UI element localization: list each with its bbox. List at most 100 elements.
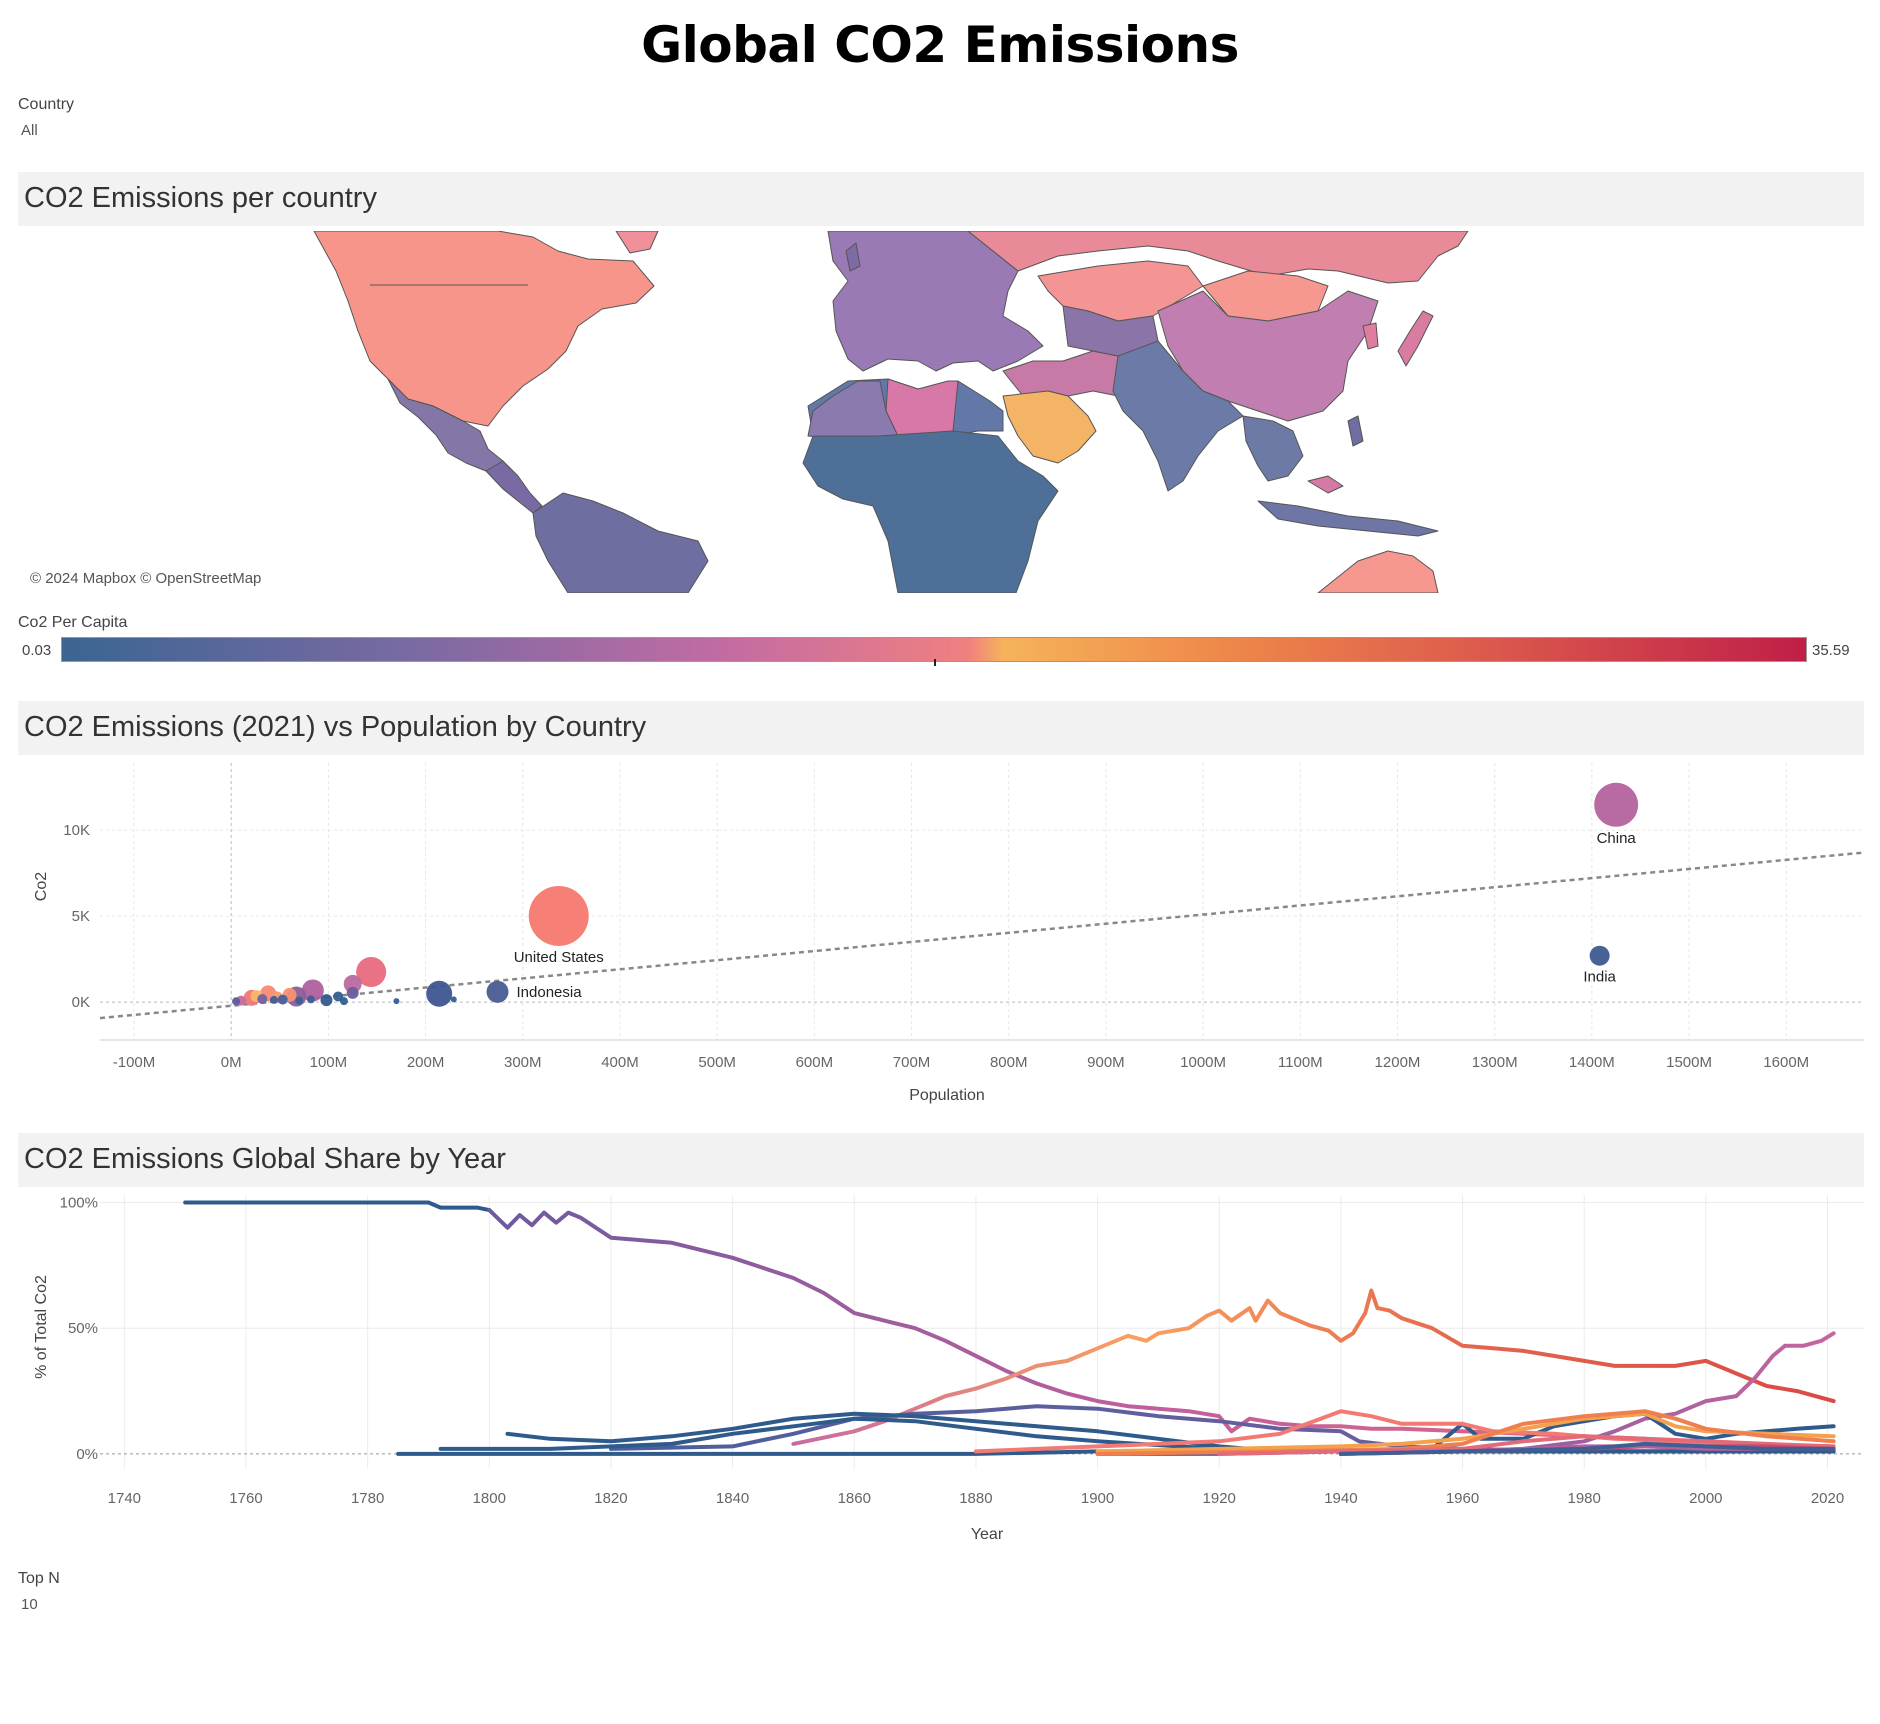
map-region-north-america[interactable] [313, 231, 655, 427]
map-region-sub-saharan-africa[interactable] [802, 430, 1059, 593]
map-region-south-asia[interactable] [1112, 340, 1244, 492]
scatter-point [339, 997, 348, 1006]
x-tick-label: 400M [601, 1054, 639, 1071]
x-axis-title: Year [971, 1526, 1004, 1543]
line-section-header: CO2 Emissions Global Share by Year [18, 1133, 1864, 1187]
x-tick-label: 2020 [1811, 1490, 1844, 1507]
line-section-title: CO2 Emissions Global Share by Year [24, 1143, 506, 1175]
choropleth-map[interactable]: © 2024 Mapbox © OpenStreetMap [18, 231, 1864, 593]
point-label: China [1597, 830, 1637, 847]
map-credit: © 2024 Mapbox © OpenStreetMap [28, 570, 264, 587]
map-region-southeast-asia[interactable] [1242, 415, 1304, 482]
scatter-point [528, 885, 589, 946]
point-label: Indonesia [517, 984, 583, 1001]
map-region-indonesia[interactable] [1257, 500, 1439, 537]
y-tick-label: 50% [68, 1320, 98, 1337]
y-axis-title: Co2 [33, 872, 50, 901]
map-region-korea[interactable] [1362, 322, 1379, 350]
y-tick-label: 10K [63, 822, 90, 839]
y-tick-label: 0K [72, 994, 90, 1011]
scatter-point [343, 974, 362, 993]
legend-title: Co2 Per Capita [18, 614, 128, 631]
x-tick-label: 200M [407, 1054, 445, 1071]
x-tick-label: 1840 [716, 1490, 749, 1507]
map-canvas[interactable] [18, 231, 1864, 593]
x-tick-label: 700M [893, 1054, 931, 1071]
scatter-point [346, 986, 359, 999]
x-tick-label: 900M [1087, 1054, 1125, 1071]
map-region-australia[interactable] [1317, 550, 1439, 593]
series-line [1338, 1441, 1836, 1456]
line-chart[interactable]: 1740 1760 1780 1800 1820 1840 1860 1880 1900 1920… [0, 1187, 1880, 1547]
trend-line [99, 851, 1865, 1020]
x-tick-label: 1920 [1203, 1490, 1236, 1507]
y-axis-title: % of Total Co2 [33, 1275, 50, 1379]
map-region-south-america[interactable] [532, 492, 709, 593]
map-region-uk[interactable] [845, 242, 861, 272]
top-n-filter-value[interactable]: 10 [21, 1596, 38, 1613]
series-line [487, 1208, 1836, 1454]
x-tick-label: 1880 [959, 1490, 992, 1507]
scatter-point [450, 996, 457, 1003]
dashboard-title: Global CO2 Emissions [641, 16, 1239, 74]
top-n-filter[interactable]: Top N 10 [18, 1570, 60, 1613]
legend-midpoint-marker [934, 659, 936, 666]
x-tick-label: 1100M [1278, 1054, 1323, 1071]
map-region-greenland[interactable] [615, 231, 659, 254]
x-tick-label: 1980 [1568, 1490, 1601, 1507]
x-tick-label: -100M [113, 1054, 156, 1071]
map-region-libya[interactable] [885, 378, 959, 437]
scatter-point [486, 980, 509, 1003]
scatter-point [269, 995, 278, 1004]
scatter-point [232, 997, 241, 1006]
scatter-point [1589, 945, 1610, 966]
scatter-point [356, 957, 387, 988]
scatter-point [301, 979, 324, 1002]
y-tick-label: 100% [60, 1195, 98, 1212]
scatter-point [1594, 782, 1639, 827]
x-tick-label: 0M [221, 1054, 242, 1071]
series-line [791, 1288, 1836, 1446]
country-filter-label: Country [18, 96, 75, 113]
map-section-title: CO2 Emissions per country [24, 182, 377, 214]
map-region-japan[interactable] [1397, 310, 1434, 367]
x-axis-title: Population [909, 1087, 985, 1104]
map-section-header: CO2 Emissions per country [18, 172, 1864, 226]
x-tick-label: 1600M [1763, 1054, 1809, 1071]
scatter-point [320, 994, 333, 1007]
x-tick-label: 1400M [1569, 1054, 1615, 1071]
scatter-point [295, 996, 304, 1005]
y-tick-label: 0% [76, 1446, 98, 1463]
x-tick-label: 1900 [1081, 1490, 1114, 1507]
legend-max-value: 35.59 [1812, 642, 1850, 659]
country-filter-value[interactable]: All [21, 122, 38, 139]
x-tick-label: 2000 [1689, 1490, 1722, 1507]
scatter-section-header: CO2 Emissions (2021) vs Population by Co… [18, 701, 1864, 755]
country-filter[interactable]: Country All [18, 96, 74, 139]
x-tick-label: 1780 [351, 1490, 384, 1507]
x-tick-label: 1500M [1666, 1054, 1712, 1071]
x-tick-label: 1760 [229, 1490, 262, 1507]
scatter-point [257, 994, 268, 1005]
map-region-saudi-arabia[interactable] [1002, 390, 1097, 464]
x-tick-label: 1940 [1324, 1490, 1357, 1507]
scatter-point [426, 980, 453, 1007]
x-tick-label: 1820 [594, 1490, 627, 1507]
scatter-point [306, 995, 315, 1004]
map-region-europe[interactable] [827, 231, 1044, 372]
top-n-filter-label: Top N [18, 1570, 60, 1587]
x-tick-label: 1800 [473, 1490, 506, 1507]
scatter-chart[interactable]: -100M 0M 100M 200M 300M 400M 500M 600M 700M 800M 9… [0, 755, 1880, 1115]
scatter-point [393, 998, 400, 1005]
x-tick-label: 100M [310, 1054, 348, 1071]
series-line [183, 1200, 492, 1213]
color-legend-bar [61, 637, 1807, 662]
x-tick-label: 1860 [838, 1490, 871, 1507]
map-region-central-america[interactable] [485, 460, 543, 514]
map-region-malaysia[interactable] [1307, 475, 1344, 494]
x-tick-label: 1960 [1446, 1490, 1479, 1507]
y-tick-label: 5K [72, 908, 90, 925]
map-region-philippines[interactable] [1347, 415, 1364, 447]
series-line [1217, 1434, 1836, 1456]
point-label: United States [514, 949, 604, 966]
